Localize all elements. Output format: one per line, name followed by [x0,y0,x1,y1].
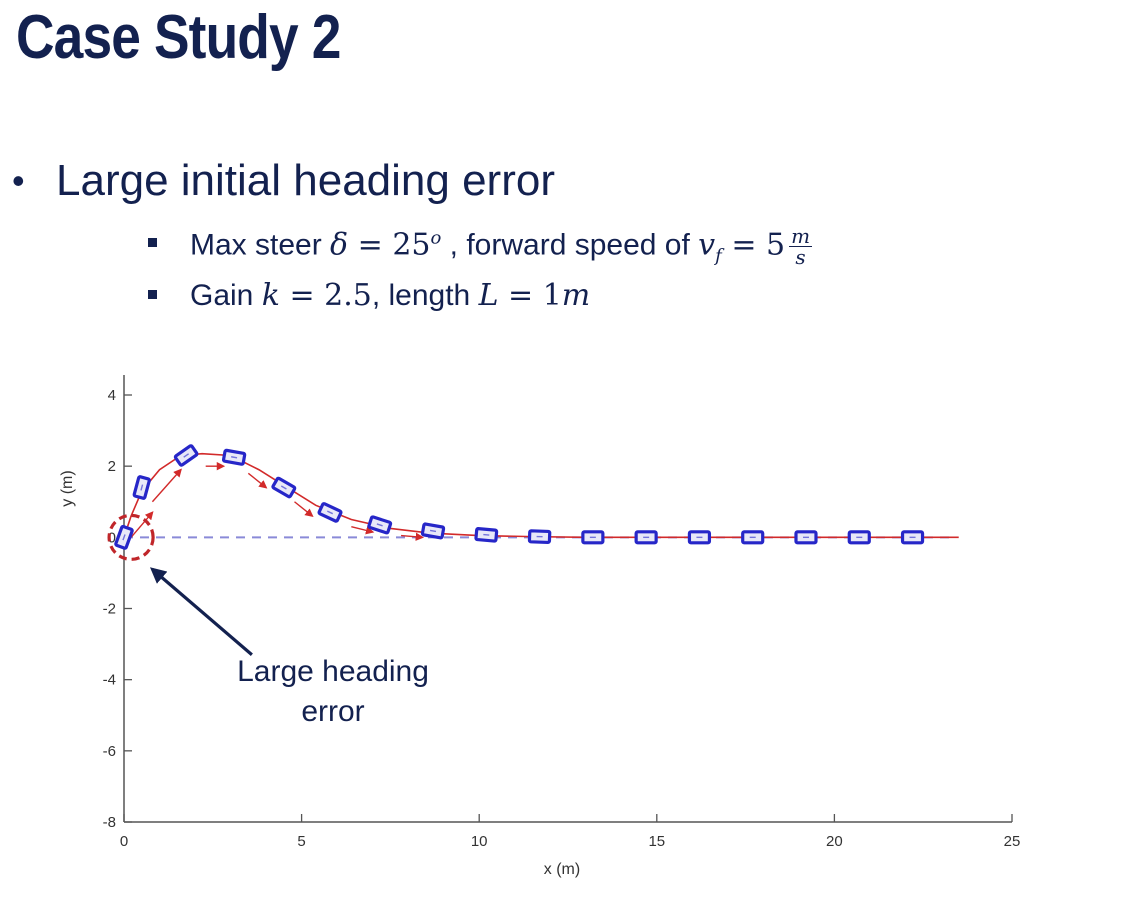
vehicle-marker [847,530,871,545]
sub-bullet-marker-2 [148,290,157,299]
velocity-arrow [247,472,268,489]
sub1-v: v [698,227,716,263]
sub1-sup: o [430,227,442,249]
annotation-text-line: Large heading [237,655,429,688]
velocity-arrow [130,511,154,538]
y-tick-label: -2 [103,601,116,618]
y-tick-label: 2 [108,458,116,475]
trajectory-group [123,452,959,539]
vehicle-centerline [327,510,334,515]
x-tick-label: 10 [471,833,488,850]
vehicle-marker [794,530,818,545]
sub1-delta: δ [330,227,349,263]
vehicle-marker [741,530,765,545]
vehicle-centerline [376,523,383,527]
vehicle-marker [317,502,343,523]
vehicle-centerline [280,485,287,490]
sub-bullet-marker-1 [148,238,157,247]
vehicle-marker [527,529,552,545]
sub2-eq-b: = 1 [498,278,562,313]
vehicle-centerline [122,534,126,541]
vehicle-marker [367,515,393,535]
annotation-arrow [149,567,253,656]
vehicle-marker [114,524,134,550]
y-tick-label: 0 [108,529,116,546]
sub1-eq-a: = 25 [348,227,431,263]
vehicle-centerline [429,529,437,533]
velocity-arrow [400,532,425,541]
velocity-arrow [294,501,314,518]
sub2-L: L [478,278,499,313]
velocity-arrows-group [130,461,425,541]
y-tick-label: -6 [103,743,116,760]
annotation-group: Large heading error [107,513,429,728]
vehicle-centerline [231,456,238,459]
vehicle-marker [900,530,925,545]
x-tick-label: 20 [826,833,843,850]
sub1-eq-b: = 5 [721,227,786,263]
sub2-text-a: Gain [190,279,262,312]
axes-group: 420-2-4-6-80 5 10 15 20 25x (m)y (m) [59,375,1020,878]
x-tick-label: 15 [648,833,665,850]
sub1-v-sub: f [715,245,722,267]
vehicle-marker [221,448,247,466]
y-tick-label: -8 [103,814,116,831]
trajectory-line [123,452,959,539]
highlight-circle [107,513,155,561]
sub-bullet-2: Gain k = 2.5, length L = 1m [190,278,590,313]
x-axis-label: x (m) [544,861,580,878]
x-tick-label: 25 [1004,833,1021,850]
vehicle-centerline [183,453,190,458]
sub1-frac-num: m [789,224,813,248]
vehicle-marker [420,522,446,540]
vehicle-marker [687,530,712,545]
vehicle-marker [271,476,297,499]
sub2-unit: m [561,278,591,313]
annotation-text-line: error [301,695,364,728]
sub-bullet-1: Max steer δ = 25o , forward speed of vf … [190,224,813,269]
vehicle-marker [474,527,499,543]
sub1-text-b: , forward speed of [441,228,699,262]
bullet-main: Large initial heading error [56,156,555,205]
y-tick-label: 4 [108,387,116,404]
vehicle-marker [581,530,605,545]
sub2-eq-a: = 2.5 [279,278,372,313]
y-tick-label: -4 [103,672,116,689]
slide-title: Case Study 2 [16,3,341,72]
vehicle-marker [634,530,658,545]
vehicles-group [114,444,925,550]
sub1-frac-den: s [795,245,806,269]
y-axis-label: y (m) [59,470,76,506]
vehicle-marker [173,444,199,467]
sub2-k: k [261,278,280,313]
velocity-arrow [151,468,182,503]
x-tick-label: 5 [297,833,305,850]
vehicle-centerline [140,484,144,491]
sub2-text-b: , length [371,279,479,312]
x-tick-label: 0 [120,833,128,850]
bullet-dot: • [12,160,25,201]
vehicle-marker [132,475,151,500]
velocity-arrow [351,525,375,535]
sub1-text-a: Max steer [190,228,331,262]
vehicle-centerline [483,533,490,536]
